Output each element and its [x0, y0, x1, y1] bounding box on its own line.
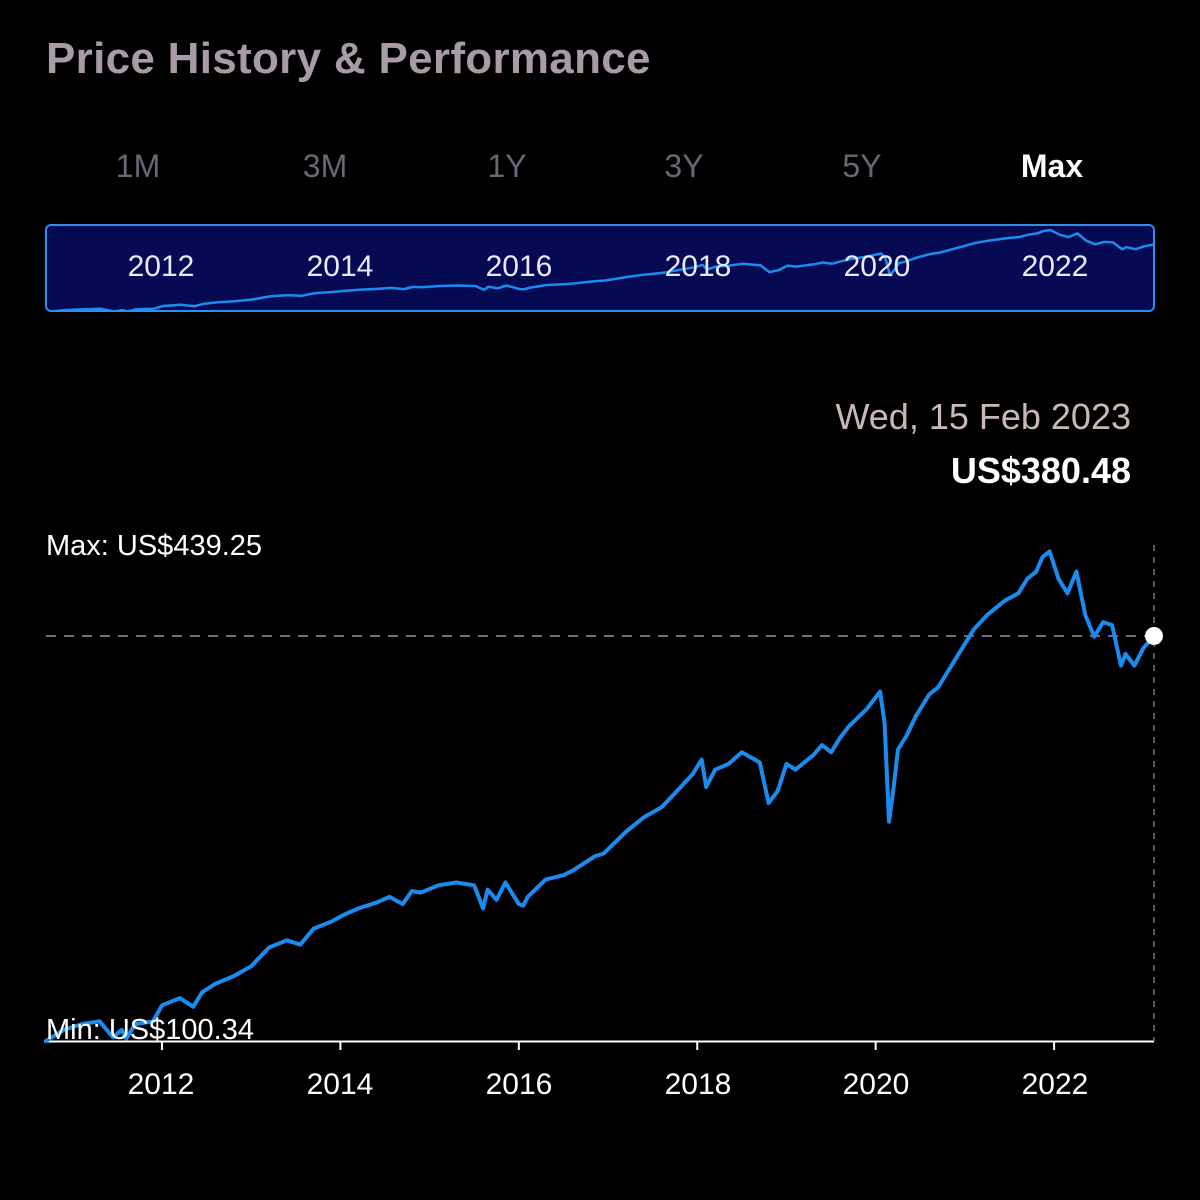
x-tick-label: 2022 — [1021, 1068, 1089, 1101]
range-selector: 1M 3M 1Y 3Y 5Y Max — [0, 148, 1200, 198]
x-tick-label: 2018 — [664, 1068, 732, 1101]
range-tab-3y[interactable]: 3Y — [664, 148, 704, 184]
x-tick-label: 2020 — [842, 1068, 910, 1101]
selected-point-marker[interactable] — [1145, 626, 1163, 645]
x-tick-label: 2014 — [306, 1068, 374, 1101]
page-title: Price History & Performance — [46, 34, 651, 83]
range-navigator[interactable]: 2012 2014 2016 2018 2020 2022 — [45, 224, 1155, 312]
range-tab-1m[interactable]: 1M — [115, 148, 161, 184]
x-tick-label: 2012 — [127, 1068, 195, 1101]
price-series-line — [44, 549, 1156, 1043]
range-tab-5y[interactable]: 5Y — [842, 148, 882, 184]
selected-date: Wed, 15 Feb 2023 — [835, 396, 1131, 437]
range-tab-1y[interactable]: 1Y — [487, 148, 527, 184]
range-tab-3m[interactable]: 3M — [302, 148, 348, 184]
navigator-series-line — [53, 228, 1153, 310]
max-price-label: Max: US$439.25 — [46, 530, 263, 562]
x-tick-label: 2016 — [485, 1068, 553, 1101]
min-price-label: Min: US$100.34 — [46, 1014, 254, 1046]
selected-price: US$380.48 — [950, 450, 1131, 491]
price-chart[interactable] — [0, 520, 1200, 1050]
range-tab-max[interactable]: Max — [1020, 148, 1084, 184]
navigator-sparkline — [53, 228, 1153, 310]
